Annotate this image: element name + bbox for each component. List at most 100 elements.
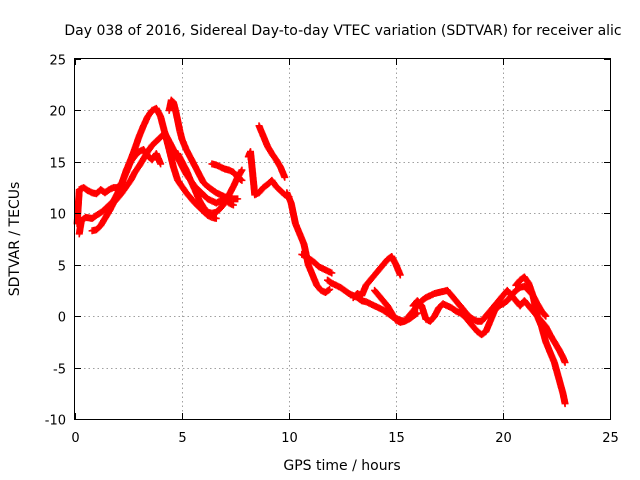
data-point-dense	[342, 287, 352, 297]
data-point-dense	[81, 184, 91, 194]
data-point-dense	[94, 223, 104, 233]
data-point-dense	[312, 260, 322, 270]
x-tick-label: 10	[281, 431, 298, 446]
data-point-dense	[214, 162, 223, 170]
data-point-dense	[401, 313, 412, 324]
data-point-dense	[308, 256, 318, 266]
data-point-dense	[453, 308, 463, 316]
data-point-dense	[258, 128, 267, 139]
data-point-dense	[119, 184, 129, 195]
data-point-dense	[334, 282, 343, 291]
data-point-dense	[227, 200, 236, 208]
y-tick-label: -5	[53, 363, 66, 378]
data-point-dense	[526, 303, 536, 314]
data-point-dense	[179, 184, 189, 195]
data-point-dense	[200, 204, 211, 215]
data-point-dense	[319, 287, 328, 296]
data-point-dense	[346, 290, 356, 299]
data-point-dense	[286, 195, 295, 206]
grid-lines	[75, 59, 610, 419]
chart-title: Day 038 of 2016, Sidereal Day-to-day VTE…	[64, 23, 621, 39]
data-point	[157, 160, 165, 168]
data-point-dense	[457, 303, 468, 314]
series-arc-4	[165, 96, 242, 203]
data-point-dense	[410, 310, 420, 319]
data-point-dense	[227, 167, 236, 175]
data-point	[234, 195, 242, 203]
data-point-dense	[325, 277, 335, 286]
data-point	[561, 358, 569, 366]
data-point-dense	[316, 264, 326, 272]
data-point-dense	[372, 288, 382, 298]
data-point-dense	[479, 328, 489, 338]
data-point-dense	[209, 198, 219, 206]
data-point-dense	[461, 308, 472, 319]
data-point-dense	[145, 153, 155, 163]
data-point-dense	[260, 133, 269, 144]
data-point-dense	[329, 280, 339, 289]
data-point-dense	[337, 284, 348, 294]
data-point-dense	[175, 178, 185, 189]
data-point-dense	[273, 184, 283, 194]
y-tick-label: -10	[45, 414, 66, 429]
data-point-dense	[115, 190, 125, 201]
series-arc-8	[255, 122, 289, 181]
data-point-dense	[283, 190, 292, 201]
data-point-dense	[368, 301, 377, 309]
data-point-dense	[363, 277, 373, 288]
data-point-dense	[367, 272, 378, 283]
data-point-dense	[77, 184, 86, 193]
data-point-dense	[444, 288, 455, 298]
series-arc-2	[73, 104, 220, 228]
data-point-dense	[269, 151, 279, 163]
data-point-dense	[192, 200, 202, 210]
y-tick-label: 25	[49, 54, 66, 69]
data-point-dense	[560, 355, 568, 365]
data-point-dense	[278, 188, 288, 198]
data-point-dense	[445, 303, 454, 311]
plot-frame	[74, 58, 611, 420]
data-point-dense	[508, 293, 519, 304]
data-point-dense	[423, 292, 433, 301]
data-point-dense	[314, 282, 324, 293]
data-point-dense	[183, 190, 194, 201]
data-point	[561, 400, 569, 408]
data-point-dense	[137, 146, 146, 155]
data-point-dense	[376, 293, 386, 304]
data-point-dense	[145, 108, 155, 119]
series-arc-6	[208, 160, 246, 184]
series-arc-9	[283, 189, 334, 296]
x-tick-label: 5	[178, 431, 186, 446]
series-arc-3	[88, 129, 237, 235]
data-point-dense	[419, 294, 429, 304]
data-point-dense	[196, 204, 206, 214]
y-tick-label: 15	[49, 157, 66, 172]
data-point-dense	[187, 195, 198, 206]
axis-ticks	[75, 59, 611, 420]
data-point-dense	[132, 163, 142, 175]
x-tick-label: 25	[602, 431, 619, 446]
data-point-dense	[491, 298, 502, 309]
data-point-dense	[470, 324, 480, 334]
data-point-dense	[380, 257, 391, 268]
data-point-dense	[149, 138, 159, 148]
data-point-dense	[196, 188, 206, 198]
data-point-dense	[449, 305, 459, 314]
data-point-dense	[376, 262, 386, 273]
y-tick-labels: -10 -5 0 5 10 15 20 25	[45, 54, 66, 429]
data-point-dense	[372, 303, 381, 311]
data-point-dense	[504, 288, 515, 298]
x-tick-label: 20	[495, 431, 512, 446]
data-point-dense	[235, 174, 245, 184]
data-point-dense	[230, 169, 241, 180]
data-point-dense	[217, 200, 228, 211]
data-point-dense	[299, 251, 309, 260]
series-arc-10	[298, 250, 336, 277]
data-points	[73, 96, 569, 408]
data-point-dense	[427, 313, 438, 324]
data-point-dense	[145, 143, 155, 154]
data-point-dense	[513, 284, 523, 294]
data-point-dense	[496, 301, 506, 309]
data-point-dense	[479, 313, 489, 324]
data-point-dense	[461, 313, 472, 324]
